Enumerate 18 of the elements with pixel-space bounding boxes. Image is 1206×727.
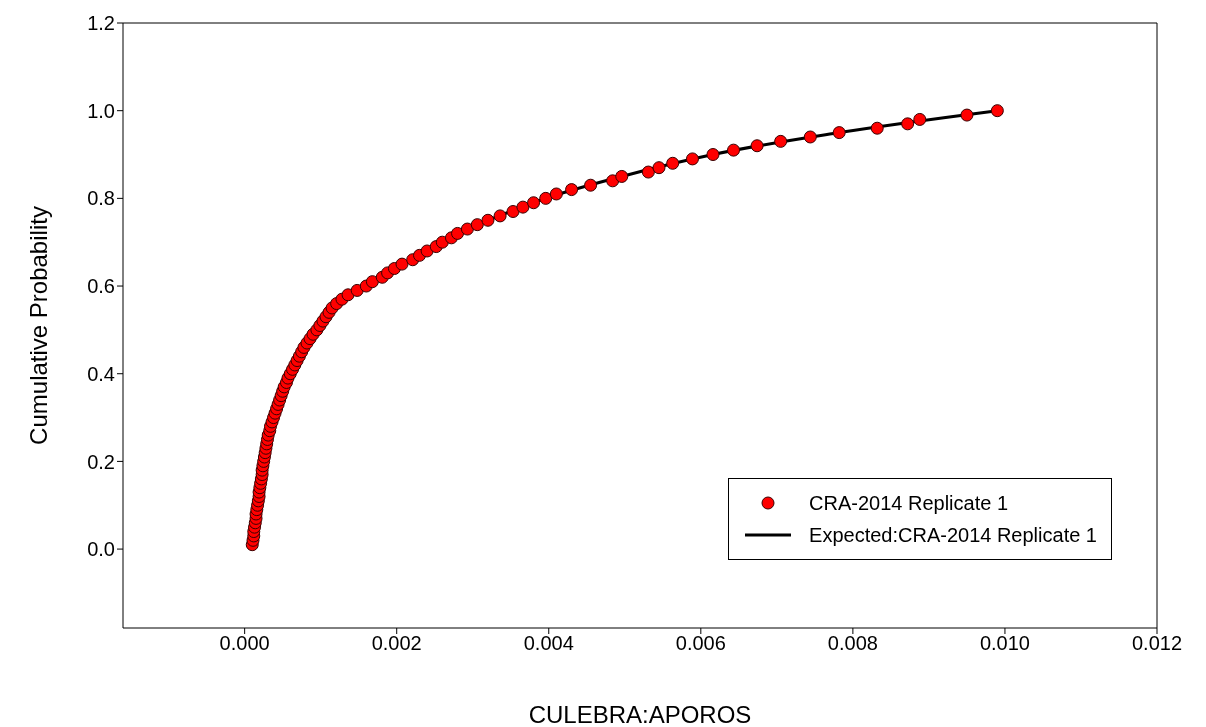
y-tick-label: 0.4 — [87, 362, 115, 385]
y-tick-label: 0.2 — [87, 450, 115, 473]
x-tick-label: 0.006 — [675, 632, 726, 655]
y-tick-label: 0.0 — [87, 538, 115, 561]
y-axis-title: Cumulative Probability — [24, 206, 52, 445]
y-tick-label: 0.8 — [87, 187, 115, 210]
legend-label: CRA-2014 Replicate 1 — [809, 491, 1009, 516]
x-tick-label: 0.002 — [371, 632, 422, 655]
legend-label: Expected:CRA-2014 Replicate 1 — [809, 523, 1097, 548]
y-tick-label: 1.2 — [87, 12, 115, 35]
x-axis-title: CULEBRA:APOROS — [528, 701, 752, 727]
y-tick-label: 1.0 — [87, 99, 115, 122]
x-tick-label: 0.008 — [827, 632, 878, 655]
x-tick-label: 0.000 — [219, 632, 270, 655]
x-tick-label: 0.010 — [979, 632, 1030, 655]
x-tick-label: 0.012 — [1131, 632, 1183, 655]
x-tick-label: 0.004 — [523, 632, 574, 655]
y-tick-label: 0.6 — [87, 275, 115, 298]
